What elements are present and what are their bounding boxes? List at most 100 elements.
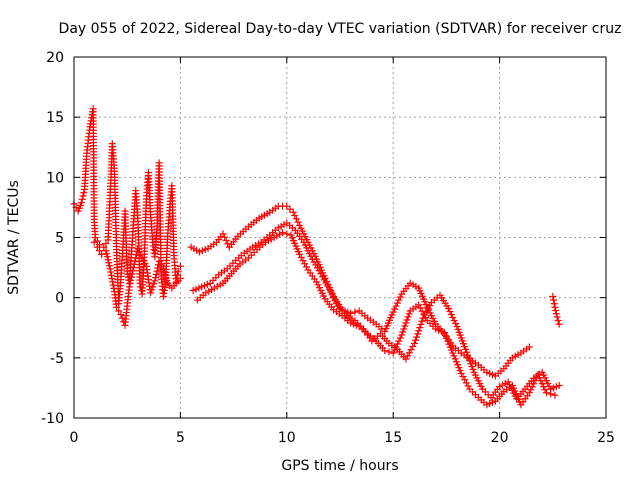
data-point-track-b	[150, 280, 158, 288]
data-point-track-e	[398, 331, 406, 339]
x-tick-label: 25	[597, 430, 615, 446]
x-axis-label: GPS time / hours	[281, 458, 398, 474]
data-point-track-e	[542, 389, 550, 397]
data-point-track-c	[395, 296, 403, 304]
data-point-track-b	[113, 303, 121, 311]
data-point-track-e	[301, 260, 309, 268]
data-point-track-d	[449, 314, 457, 322]
data-point-track-d	[404, 352, 412, 360]
data-point-track-b	[151, 277, 159, 285]
data-point-track-b	[147, 289, 155, 297]
data-point-track-e	[381, 347, 389, 355]
y-tick-label: 5	[55, 231, 64, 247]
data-point-track-e	[534, 371, 542, 379]
data-point-track-a	[79, 192, 87, 200]
data-point-track-f	[553, 313, 561, 321]
data-point-track-d	[322, 279, 330, 287]
data-point-track-c	[393, 299, 401, 307]
data-point-track-d	[414, 330, 422, 338]
data-point-track-d	[417, 320, 425, 328]
data-point-track-f	[555, 320, 563, 328]
data-point-track-d	[446, 308, 454, 316]
data-point-track-e	[385, 348, 393, 356]
data-point-track-b	[152, 274, 160, 282]
grid-lines	[74, 57, 606, 418]
data-point-track-b	[107, 271, 115, 279]
y-tick-label: 20	[46, 50, 64, 66]
data-point-track-c	[347, 309, 355, 317]
data-point-track-b	[127, 276, 135, 284]
data-point-track-a	[78, 195, 86, 203]
data-point-track-e	[528, 383, 536, 391]
data-point-track-b	[155, 258, 163, 266]
data-point-track-b	[117, 311, 125, 319]
data-point-track-e	[537, 377, 545, 385]
data-point-track-b	[115, 307, 123, 315]
data-point-track-c	[291, 212, 299, 220]
data-point-track-b	[104, 256, 112, 264]
data-point-track-e	[462, 379, 470, 387]
data-point-track-c	[391, 305, 399, 313]
data-point-track-b	[102, 247, 110, 255]
data-point-track-e	[527, 386, 535, 394]
data-point-track-c	[222, 237, 230, 245]
data-point-track-d	[418, 317, 426, 325]
data-point-track-e	[402, 319, 410, 327]
data-point-track-b	[109, 278, 117, 286]
data-point-track-e	[405, 310, 413, 318]
data-point-track-f	[550, 300, 558, 308]
data-point-track-d	[416, 324, 424, 332]
data-point-track-e	[464, 382, 472, 390]
data-point-track-b	[98, 250, 106, 258]
data-point-track-e	[299, 257, 307, 265]
y-axis-label: SDTVAR / TECUs	[6, 180, 22, 295]
data-point-track-c	[221, 233, 229, 241]
data-point-track-c	[389, 308, 397, 316]
data-point-track-b	[152, 270, 160, 278]
data-point-track-b	[103, 250, 111, 258]
data-point-track-b	[93, 243, 101, 251]
data-point-track-c	[392, 302, 400, 310]
data-point-track-b	[109, 281, 117, 289]
x-tick-label: 5	[176, 430, 185, 446]
data-point-track-b	[127, 273, 135, 281]
x-tick-label: 0	[70, 430, 79, 446]
data-point-track-f	[552, 307, 560, 315]
data-point-track-e	[547, 390, 555, 398]
data-point-track-b	[131, 257, 139, 265]
data-point-track-a	[174, 267, 182, 275]
data-point-track-e	[403, 316, 411, 324]
data-point-track-c	[286, 205, 294, 213]
data-point-track-d	[412, 336, 420, 344]
data-point-track-c	[289, 208, 297, 216]
data-point-track-e	[400, 325, 408, 333]
data-point-track-e	[399, 328, 407, 336]
data-point-track-c	[294, 218, 302, 226]
data-point-track-e	[391, 346, 399, 354]
data-point-track-d	[320, 276, 328, 284]
data-point-track-a	[102, 240, 110, 248]
data-point-track-b	[126, 280, 134, 288]
data-point-track-f	[552, 310, 560, 318]
data-point-track-b	[128, 270, 136, 278]
data-point-track-c	[219, 230, 227, 238]
data-point-track-a	[174, 271, 182, 279]
data-point-track-d	[450, 317, 458, 325]
data-point-track-f	[549, 292, 557, 300]
data-point-track-f	[554, 317, 562, 325]
x-tick-label: 10	[278, 430, 296, 446]
data-point-track-e	[540, 383, 548, 391]
data-point-track-b	[130, 264, 138, 272]
data-point-track-e	[279, 229, 287, 237]
y-tick-label: 10	[46, 170, 64, 186]
data-point-track-e	[538, 380, 546, 388]
data-point-track-b	[106, 265, 114, 273]
data-point-track-e	[283, 230, 291, 238]
data-point-track-d	[555, 382, 563, 390]
data-point-track-d	[407, 346, 415, 354]
data-point-track-d	[447, 311, 455, 319]
data-point-track-c	[396, 293, 404, 301]
data-point-track-d	[413, 333, 421, 341]
data-point-track-d	[409, 343, 417, 351]
